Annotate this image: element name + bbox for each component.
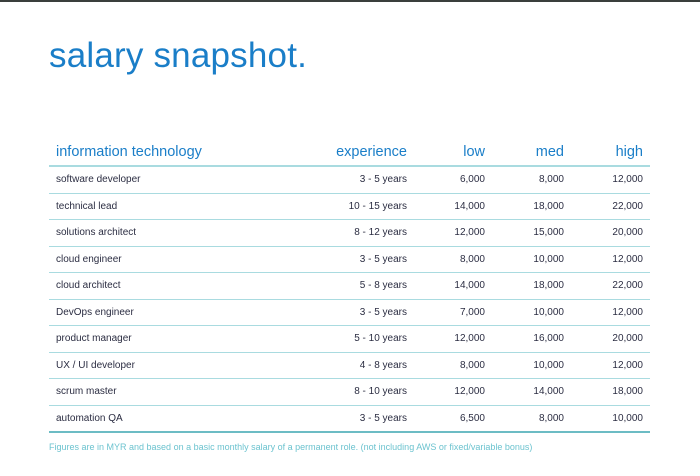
cell-role: technical lead — [49, 193, 299, 220]
table-row: DevOps engineer 3 - 5 years 7,000 10,000 12,… — [49, 299, 650, 326]
cell-high: 12,000 — [571, 299, 650, 326]
cell-med: 10,000 — [492, 246, 571, 273]
cell-experience: 3 - 5 years — [299, 405, 414, 433]
salary-table: information technology experience low me… — [49, 139, 650, 433]
cell-experience: 8 - 10 years — [299, 378, 414, 406]
cell-low: 12,000 — [414, 219, 492, 247]
cell-role: UX / UI developer — [49, 352, 299, 379]
cell-role: automation QA — [49, 405, 299, 433]
cell-high: 20,000 — [571, 325, 650, 353]
cell-low: 7,000 — [414, 299, 492, 326]
cell-experience: 4 - 8 years — [299, 352, 414, 379]
cell-high: 10,000 — [571, 405, 650, 433]
header-role: information technology — [49, 139, 299, 167]
cell-high: 12,000 — [571, 246, 650, 273]
cell-med: 10,000 — [492, 352, 571, 379]
header-low: low — [414, 139, 492, 167]
cell-high: 12,000 — [571, 166, 650, 194]
cell-med: 14,000 — [492, 378, 571, 406]
cell-experience: 3 - 5 years — [299, 166, 414, 194]
cell-low: 12,000 — [414, 325, 492, 353]
table-row: automation QA 3 - 5 years 6,500 8,000 10,000 — [49, 405, 650, 433]
table-row: solutions architect 8 - 12 years 12,000 15,… — [49, 219, 650, 247]
cell-experience: 8 - 12 years — [299, 219, 414, 247]
cell-med: 15,000 — [492, 219, 571, 247]
page-title: salary snapshot. — [49, 36, 308, 75]
cell-low: 8,000 — [414, 246, 492, 273]
cell-med: 16,000 — [492, 325, 571, 353]
cell-role: cloud engineer — [49, 246, 299, 273]
cell-experience: 3 - 5 years — [299, 246, 414, 273]
cell-experience: 3 - 5 years — [299, 299, 414, 326]
cell-role: DevOps engineer — [49, 299, 299, 326]
cell-med: 8,000 — [492, 405, 571, 433]
cell-experience: 10 - 15 years — [299, 193, 414, 220]
cell-high: 12,000 — [571, 352, 650, 379]
cell-high: 22,000 — [571, 272, 650, 300]
cell-med: 10,000 — [492, 299, 571, 326]
cell-high: 22,000 — [571, 193, 650, 220]
cell-high: 18,000 — [571, 378, 650, 406]
cell-experience: 5 - 8 years — [299, 272, 414, 300]
cell-high: 20,000 — [571, 219, 650, 247]
cell-role: product manager — [49, 325, 299, 353]
cell-low: 6,000 — [414, 166, 492, 194]
cell-low: 6,500 — [414, 405, 492, 433]
cell-role: software developer — [49, 166, 299, 194]
cell-role: scrum master — [49, 378, 299, 406]
top-border — [0, 0, 700, 2]
cell-experience: 5 - 10 years — [299, 325, 414, 353]
cell-low: 8,000 — [414, 352, 492, 379]
footnote: Figures are in MYR and based on a basic … — [49, 442, 533, 452]
table-row: product manager 5 - 10 years 12,000 16,000 2… — [49, 325, 650, 353]
table-row: scrum master 8 - 10 years 12,000 14,000 18,0… — [49, 378, 650, 406]
salary-table-container: information technology experience low me… — [49, 139, 650, 433]
table-body: software developer 3 - 5 years 6,000 8,000 1… — [49, 166, 650, 433]
table-row: UX / UI developer 4 - 8 years 8,000 10,000 1… — [49, 352, 650, 379]
table-row: software developer 3 - 5 years 6,000 8,000 1… — [49, 166, 650, 194]
table-row: technical lead 10 - 15 years 14,000 18,000 2… — [49, 193, 650, 220]
cell-med: 18,000 — [492, 272, 571, 300]
table-row: cloud engineer 3 - 5 years 8,000 10,000 12,0… — [49, 246, 650, 273]
cell-low: 14,000 — [414, 193, 492, 220]
cell-low: 12,000 — [414, 378, 492, 406]
table-header-row: information technology experience low me… — [49, 139, 650, 167]
cell-role: cloud architect — [49, 272, 299, 300]
header-experience: experience — [299, 139, 414, 167]
header-med: med — [492, 139, 571, 167]
header-high: high — [571, 139, 650, 167]
cell-med: 8,000 — [492, 166, 571, 194]
cell-med: 18,000 — [492, 193, 571, 220]
cell-low: 14,000 — [414, 272, 492, 300]
table-row: cloud architect 5 - 8 years 14,000 18,000 22… — [49, 272, 650, 300]
cell-role: solutions architect — [49, 219, 299, 247]
